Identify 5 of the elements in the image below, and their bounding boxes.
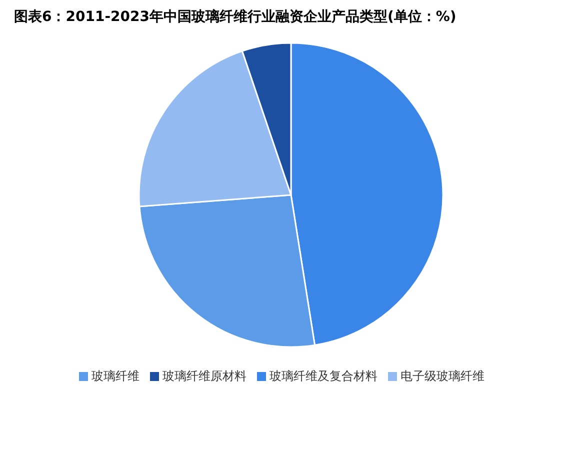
- legend-label: 玻璃纤维原材料: [162, 369, 246, 383]
- legend-label: 电子级玻璃纤维: [400, 369, 484, 383]
- chart-title: 图表6：2011-2023年中国玻璃纤维行业融资企业产品类型(单位：%): [14, 8, 458, 26]
- legend-label: 玻璃纤维及复合材料: [270, 369, 378, 383]
- legend-label: 玻璃纤维: [92, 369, 140, 383]
